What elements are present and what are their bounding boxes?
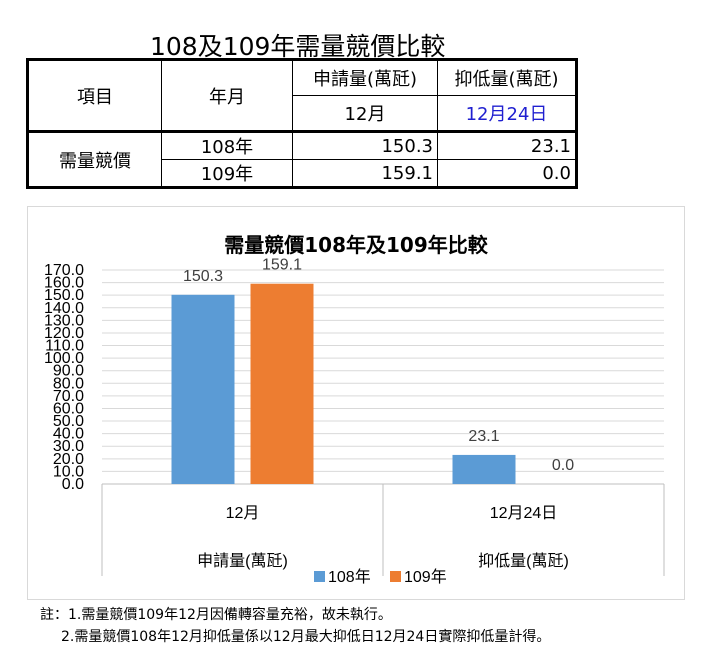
y-tick-label: 40.0 xyxy=(53,426,84,443)
note-1: 註：1.需量競價109年12月因備轉容量充裕，故未執行。 xyxy=(40,607,392,623)
y-tick-label: 80.0 xyxy=(53,375,84,392)
y-tick-label: 140.0 xyxy=(44,300,84,317)
y-tick-label: 30.0 xyxy=(53,438,84,455)
bar-chart: 0.010.020.030.040.050.060.070.080.090.01… xyxy=(44,257,665,586)
comparison-table: 項目 年月 申請量(萬瓩) 抑低量(萬瓩) 12月 12月24日 需量競價 10… xyxy=(26,58,578,189)
y-tick-label: 10.0 xyxy=(53,463,84,480)
y-tick-label: 150.0 xyxy=(44,287,84,304)
y-tick-label: 60.0 xyxy=(53,400,84,417)
subheader-suppress-date: 12月24日 xyxy=(437,95,577,132)
group-label: 需量競價 xyxy=(27,130,162,188)
chart-container: 需量競價108年及109年比較 0.0 10.0 20.0 30.0 40.0 50.0 6… xyxy=(27,206,685,600)
y-tick-label: 110.0 xyxy=(45,338,84,355)
y-tick-label: 0.0 xyxy=(62,476,84,493)
legend-swatch xyxy=(390,571,401,582)
data-label: 23.1 xyxy=(468,428,499,445)
note-2: 2.需量競價108年12月抑低量係以12月最大抑低日12月24日實際抑低量計得。 xyxy=(61,629,551,645)
y-tick-label: 70.0 xyxy=(53,388,84,405)
x-group-label: 抑低量(萬瓩) xyxy=(478,552,569,570)
bar xyxy=(250,283,314,484)
y-tick-label: 130.0 xyxy=(44,312,84,329)
chart-title: 需量競價108年及109年比較 xyxy=(224,233,488,257)
data-label: 0.0 xyxy=(552,457,574,474)
header-suppress: 抑低量(萬瓩) xyxy=(437,59,577,96)
row-suppress: 23.1 xyxy=(437,130,577,160)
y-tick-label: 170.0 xyxy=(44,262,84,279)
subheader-request-month: 12月 xyxy=(292,95,438,132)
legend-swatch xyxy=(314,571,325,582)
row-request: 159.1 xyxy=(292,159,438,188)
x-tick-label: 12月 xyxy=(226,505,260,522)
legend-label: 108年 xyxy=(328,568,371,586)
row-year: 109年 xyxy=(161,159,293,188)
y-tick-label: 50.0 xyxy=(53,413,84,430)
legend-label: 109年 xyxy=(404,568,447,586)
y-tick-label: 120.0 xyxy=(44,325,84,342)
y-tick-label: 90.0 xyxy=(53,363,84,380)
y-tick-label: 160.0 xyxy=(44,275,84,292)
row-suppress: 0.0 xyxy=(437,159,577,188)
row-request: 150.3 xyxy=(292,130,438,160)
data-label: 150.3 xyxy=(183,268,223,285)
header-month: 年月 xyxy=(161,59,293,132)
data-label: 159.1 xyxy=(262,257,302,274)
bar xyxy=(171,294,235,484)
table-title: 108及109年需量競價比較 xyxy=(150,32,446,61)
header-item: 項目 xyxy=(27,59,162,132)
x-group-label: 申請量(萬瓩) xyxy=(197,552,288,570)
x-tick-label: 12月24日 xyxy=(490,505,558,522)
row-year: 108年 xyxy=(161,130,293,160)
y-tick-label: 100.0 xyxy=(44,350,84,367)
bar xyxy=(452,454,516,484)
y-tick-label: 20.0 xyxy=(53,451,84,468)
header-request: 申請量(萬瓩) xyxy=(292,59,438,96)
